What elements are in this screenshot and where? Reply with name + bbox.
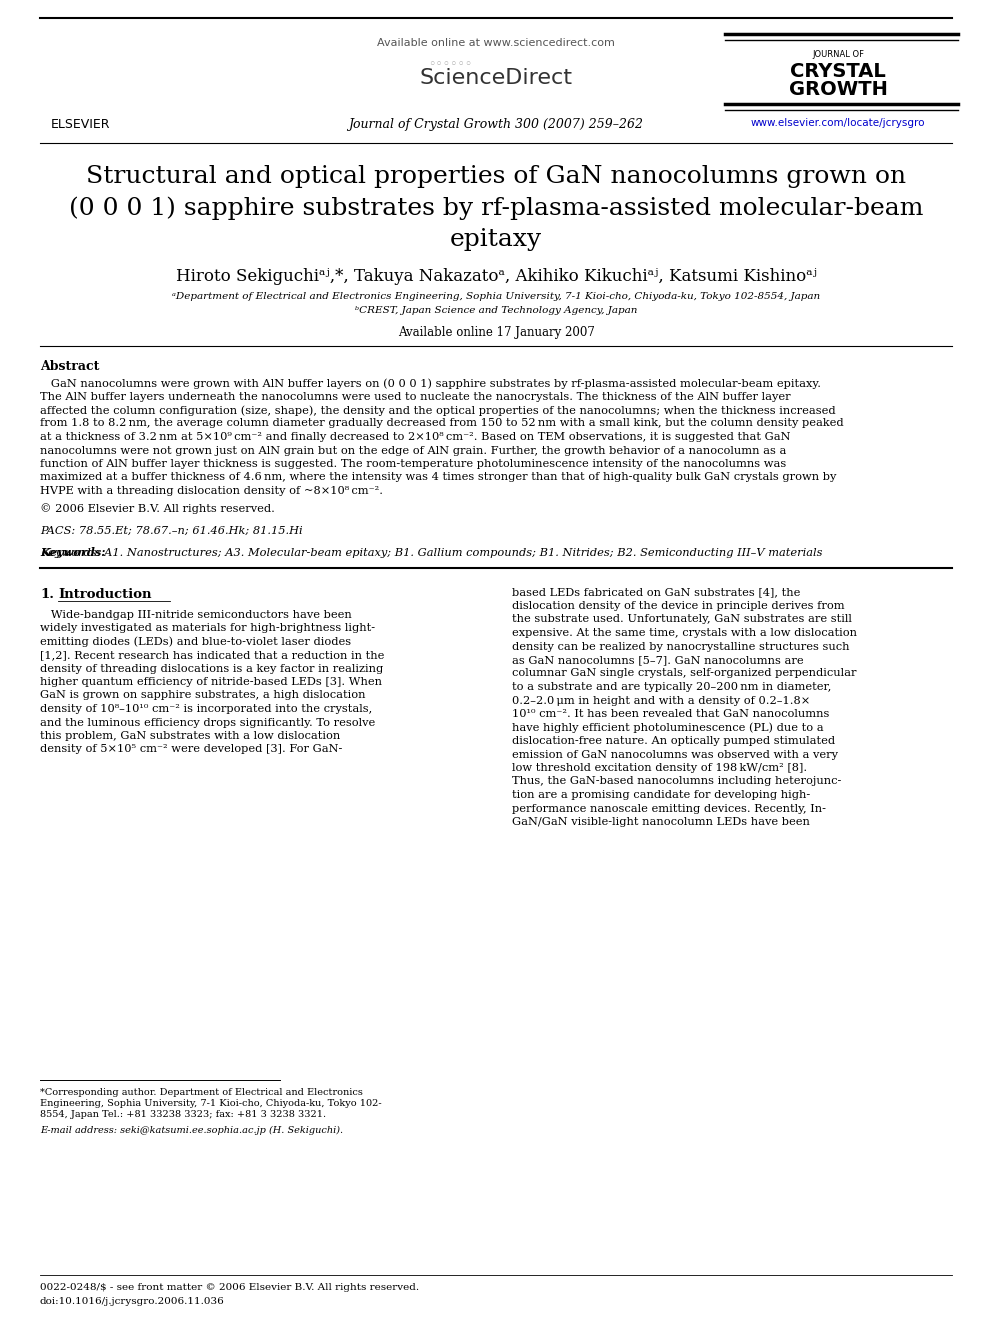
Text: density of threading dislocations is a key factor in realizing: density of threading dislocations is a k… (40, 664, 383, 673)
Text: Available online at www.sciencedirect.com: Available online at www.sciencedirect.co… (377, 38, 615, 48)
Text: Keywords:: Keywords: (40, 548, 105, 558)
Text: Wide-bandgap III-nitride semiconductors have been: Wide-bandgap III-nitride semiconductors … (40, 610, 352, 619)
Text: at a thickness of 3.2 nm at 5×10⁹ cm⁻² and finally decreased to 2×10⁸ cm⁻². Base: at a thickness of 3.2 nm at 5×10⁹ cm⁻² a… (40, 433, 791, 442)
Text: columnar GaN single crystals, self-organized perpendicular: columnar GaN single crystals, self-organ… (512, 668, 856, 679)
Text: JOURNAL OF: JOURNAL OF (812, 50, 864, 60)
Text: *Corresponding author. Department of Electrical and Electronics: *Corresponding author. Department of Ele… (40, 1088, 363, 1097)
Text: 1.: 1. (40, 587, 54, 601)
Text: ᵃDepartment of Electrical and Electronics Engineering, Sophia University, 7-1 Ki: ᵃDepartment of Electrical and Electronic… (172, 292, 820, 302)
Text: higher quantum efficiency of nitride-based LEDs [3]. When: higher quantum efficiency of nitride-bas… (40, 677, 382, 687)
Text: www.elsevier.com/locate/jcrysgro: www.elsevier.com/locate/jcrysgro (751, 118, 926, 128)
Text: this problem, GaN substrates with a low dislocation: this problem, GaN substrates with a low … (40, 732, 340, 741)
Text: 0022-0248/$ - see front matter © 2006 Elsevier B.V. All rights reserved.: 0022-0248/$ - see front matter © 2006 El… (40, 1283, 420, 1293)
Text: E-mail address: seki@katsumi.ee.sophia.ac.jp (H. Sekiguchi).: E-mail address: seki@katsumi.ee.sophia.a… (40, 1126, 343, 1135)
Text: GROWTH: GROWTH (789, 79, 888, 99)
Text: HVPE with a threading dislocation density of ~8×10⁸ cm⁻².: HVPE with a threading dislocation densit… (40, 486, 383, 496)
Text: affected the column configuration (size, shape), the density and the optical pro: affected the column configuration (size,… (40, 405, 835, 415)
Text: ◦◦◦◦◦◦: ◦◦◦◦◦◦ (428, 58, 472, 71)
Text: Introduction: Introduction (58, 587, 152, 601)
Text: Engineering, Sophia University, 7-1 Kioi-cho, Chiyoda-ku, Tokyo 102-: Engineering, Sophia University, 7-1 Kioi… (40, 1099, 382, 1107)
Text: doi:10.1016/j.jcrysgro.2006.11.036: doi:10.1016/j.jcrysgro.2006.11.036 (40, 1297, 225, 1306)
Text: CRYSTAL: CRYSTAL (790, 62, 886, 81)
Text: maximized at a buffer thickness of 4.6 nm, where the intensity was 4 times stron: maximized at a buffer thickness of 4.6 n… (40, 472, 836, 483)
Text: 0.2–2.0 μm in height and with a density of 0.2–1.8×: 0.2–2.0 μm in height and with a density … (512, 696, 810, 705)
Text: Journal of Crystal Growth 300 (2007) 259–262: Journal of Crystal Growth 300 (2007) 259… (348, 118, 644, 131)
Text: Thus, the GaN-based nanocolumns including heterojunc-: Thus, the GaN-based nanocolumns includin… (512, 777, 841, 786)
Text: © 2006 Elsevier B.V. All rights reserved.: © 2006 Elsevier B.V. All rights reserved… (40, 504, 275, 515)
Text: performance nanoscale emitting devices. Recently, In-: performance nanoscale emitting devices. … (512, 803, 826, 814)
Text: ScienceDirect: ScienceDirect (420, 67, 572, 89)
Text: to a substrate and are typically 20–200 nm in diameter,: to a substrate and are typically 20–200 … (512, 681, 831, 692)
Text: [1,2]. Recent research has indicated that a reduction in the: [1,2]. Recent research has indicated tha… (40, 650, 384, 660)
Text: density can be realized by nanocrystalline structures such: density can be realized by nanocrystalli… (512, 642, 849, 651)
Text: have highly efficient photoluminescence (PL) due to a: have highly efficient photoluminescence … (512, 722, 823, 733)
Text: from 1.8 to 8.2 nm, the average column diameter gradually decreased from 150 to : from 1.8 to 8.2 nm, the average column d… (40, 418, 843, 429)
Text: Structural and optical properties of GaN nanocolumns grown on
(0 0 0 1) sapphire: Structural and optical properties of GaN… (68, 165, 924, 251)
Text: Keywords: A1. Nanostructures; A3. Molecular-beam epitaxy; B1. Gallium compounds;: Keywords: A1. Nanostructures; A3. Molecu… (40, 548, 822, 557)
Text: The AlN buffer layers underneath the nanocolumns were used to nucleate the nanoc: The AlN buffer layers underneath the nan… (40, 392, 791, 401)
Text: dislocation-free nature. An optically pumped stimulated: dislocation-free nature. An optically pu… (512, 736, 835, 746)
Text: density of 5×10⁵ cm⁻² were developed [3]. For GaN-: density of 5×10⁵ cm⁻² were developed [3]… (40, 745, 342, 754)
Text: density of 10⁸–10¹⁰ cm⁻² is incorporated into the crystals,: density of 10⁸–10¹⁰ cm⁻² is incorporated… (40, 704, 372, 714)
Text: expensive. At the same time, crystals with a low dislocation: expensive. At the same time, crystals wi… (512, 628, 857, 638)
Text: emitting diodes (LEDs) and blue-to-violet laser diodes: emitting diodes (LEDs) and blue-to-viole… (40, 636, 351, 647)
Text: dislocation density of the device in principle derives from: dislocation density of the device in pri… (512, 601, 844, 611)
Text: nanocolumns were not grown just on AlN grain but on the edge of AlN grain. Furth: nanocolumns were not grown just on AlN g… (40, 446, 787, 455)
Text: 8554, Japan Tel.: +81 33238 3323; fax: +81 3 3238 3321.: 8554, Japan Tel.: +81 33238 3323; fax: +… (40, 1110, 326, 1119)
Text: tion are a promising candidate for developing high-: tion are a promising candidate for devel… (512, 790, 810, 800)
Text: Hiroto Sekiguchiᵃʲ,*, Takuya Nakazatoᵃ, Akihiko Kikuchiᵃʲ, Katsumi Kishinoᵃʲ: Hiroto Sekiguchiᵃʲ,*, Takuya Nakazatoᵃ, … (176, 269, 816, 284)
Text: GaN nanocolumns were grown with AlN buffer layers on (0 0 0 1) sapphire substrat: GaN nanocolumns were grown with AlN buff… (40, 378, 821, 389)
Text: based LEDs fabricated on GaN substrates [4], the: based LEDs fabricated on GaN substrates … (512, 587, 801, 598)
Text: emission of GaN nanocolumns was observed with a very: emission of GaN nanocolumns was observed… (512, 750, 838, 759)
Text: as GaN nanocolumns [5–7]. GaN nanocolumns are: as GaN nanocolumns [5–7]. GaN nanocolumn… (512, 655, 804, 665)
Text: and the luminous efficiency drops significantly. To resolve: and the luminous efficiency drops signif… (40, 717, 375, 728)
Text: ᵇCREST, Japan Science and Technology Agency, Japan: ᵇCREST, Japan Science and Technology Age… (355, 306, 637, 315)
Text: 10¹⁰ cm⁻². It has been revealed that GaN nanocolumns: 10¹⁰ cm⁻². It has been revealed that GaN… (512, 709, 829, 718)
Text: PACS: 78.55.Et; 78.67.–n; 61.46.Hk; 81.15.Hi: PACS: 78.55.Et; 78.67.–n; 61.46.Hk; 81.1… (40, 525, 303, 536)
Text: Available online 17 January 2007: Available online 17 January 2007 (398, 325, 594, 339)
Text: GaN/GaN visible-light nanocolumn LEDs have been: GaN/GaN visible-light nanocolumn LEDs ha… (512, 818, 809, 827)
Text: function of AlN buffer layer thickness is suggested. The room-temperature photol: function of AlN buffer layer thickness i… (40, 459, 787, 468)
Text: low threshold excitation density of 198 kW/cm² [8].: low threshold excitation density of 198 … (512, 763, 807, 773)
Text: widely investigated as materials for high-brightness light-: widely investigated as materials for hig… (40, 623, 375, 632)
Text: ELSEVIER: ELSEVIER (51, 118, 110, 131)
Text: Abstract: Abstract (40, 360, 99, 373)
Text: GaN is grown on sapphire substrates, a high dislocation: GaN is grown on sapphire substrates, a h… (40, 691, 365, 700)
Text: the substrate used. Unfortunately, GaN substrates are still: the substrate used. Unfortunately, GaN s… (512, 614, 852, 624)
